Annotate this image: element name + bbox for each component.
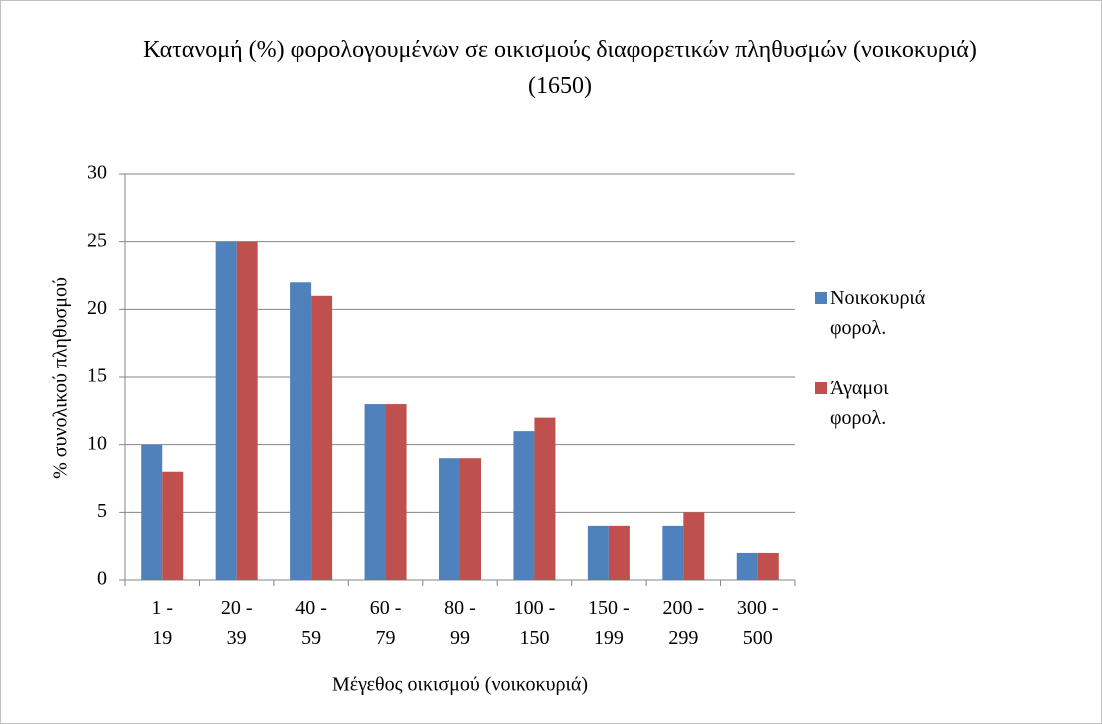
- bar: [162, 471, 184, 580]
- y-tick-label: 10: [87, 432, 107, 454]
- bar: [683, 512, 705, 580]
- bar: [587, 525, 609, 580]
- bar: [364, 404, 386, 580]
- bar: [534, 417, 556, 580]
- bar: [385, 404, 407, 580]
- bar: [608, 525, 630, 580]
- bar: [141, 444, 163, 580]
- x-tick-label: 150 - 199: [588, 597, 630, 649]
- y-tick-label: 15: [87, 365, 107, 387]
- x-tick-label: 20 - 39: [220, 597, 253, 649]
- y-tick-label: 0: [97, 568, 107, 590]
- bar: [736, 552, 758, 580]
- bar: [290, 282, 312, 580]
- y-tick-label: 5: [97, 500, 107, 522]
- bar: [311, 295, 333, 580]
- x-tick-label: 80 - 99: [444, 597, 476, 649]
- y-axis-title: % συνολικού πληθυσμού: [50, 277, 72, 479]
- legend-label: Νοικοκυριά φορολ.: [830, 287, 926, 339]
- legend-swatch: [815, 292, 827, 304]
- x-tick-label: 1 - 19: [151, 597, 174, 649]
- bar: [439, 458, 460, 580]
- y-tick-label: 20: [87, 297, 107, 319]
- y-tick-label: 25: [87, 229, 107, 251]
- legend-label: Άγαμοι φορολ.: [830, 377, 889, 429]
- bar: [662, 525, 684, 580]
- bar: [236, 241, 258, 580]
- y-tick-label: 30: [87, 162, 107, 184]
- x-tick-label: 200 - 299: [662, 597, 705, 649]
- bar: [513, 431, 535, 580]
- x-axis-title: Μέγεθος οικισμού (νοικοκυριά): [332, 674, 588, 696]
- bar: [215, 241, 237, 580]
- x-tick-label: 60 - 79: [369, 597, 402, 649]
- x-tick-label: 300 - 500: [736, 597, 779, 649]
- chart-title: Κατανομή (%) φορολογουμένων σε οικισμούς…: [143, 37, 977, 99]
- legend-swatch: [815, 382, 827, 394]
- x-tick-label: 100 - 150: [513, 597, 556, 649]
- x-tick-label: 40 - 59: [295, 597, 327, 649]
- bar: [757, 552, 779, 580]
- bar: [460, 458, 481, 580]
